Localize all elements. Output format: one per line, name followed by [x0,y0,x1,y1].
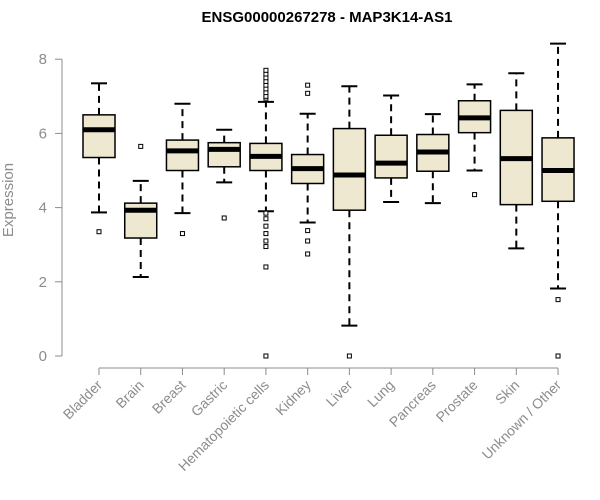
box [165,139,200,172]
outlier-point [305,251,311,257]
outlier-point [263,223,269,229]
outlier-point [555,297,561,303]
x-tick-label: Prostate [433,377,481,425]
outlier-point [305,82,311,88]
outlier-point [179,231,185,237]
outlier-point [346,353,352,359]
x-tick-label: Unknown / Other [479,377,565,463]
x-tick-label: Lung [364,377,397,410]
y-tick-label: 8 [39,51,47,68]
outlier-point [221,215,227,221]
outlier-point [263,231,269,237]
x-tick-label: Brain [112,377,146,411]
outlier-point [263,353,269,359]
x-tick-label: Bladder [60,377,106,423]
outlier-point [138,143,144,149]
outlier-point [263,238,269,244]
x-tick-label: Kidney [272,377,314,419]
outlier-point [263,244,269,250]
outlier-point [472,192,478,198]
x-tick-label: Breast [149,377,189,417]
outlier-point [263,216,269,222]
outlier-point [305,90,311,96]
box [207,141,241,168]
box [374,134,408,179]
outlier-point [305,228,311,234]
y-tick-label: 4 [39,200,47,217]
outlier-point [263,67,269,73]
x-tick-label: Skin [492,377,523,408]
y-tick-label: 2 [39,274,47,291]
outlier-point [555,353,561,359]
y-tick-label: 0 [39,348,47,365]
x-tick-label: Liver [323,377,356,410]
outlier-point [305,238,311,244]
outlier-point [263,210,269,216]
box [82,114,116,159]
outlier-point [263,264,269,270]
chart-title: ENSG00000267278 - MAP3K14-AS1 [202,9,453,26]
y-tick-label: 6 [39,125,47,142]
y-axis-label: Expression [0,163,17,237]
box [332,127,367,211]
outlier-point [96,229,102,235]
